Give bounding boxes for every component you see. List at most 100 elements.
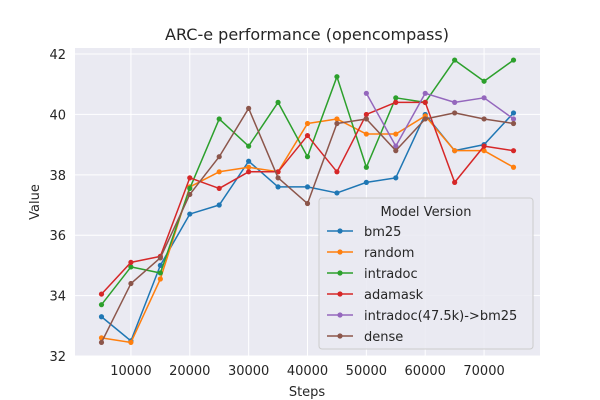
data-point — [422, 116, 428, 122]
data-point — [452, 99, 458, 105]
data-point — [98, 291, 105, 297]
x-tick-label: 30000 — [228, 364, 269, 379]
data-point — [393, 95, 399, 101]
data-point — [393, 99, 399, 105]
data-point — [334, 116, 340, 122]
data-point — [187, 191, 193, 198]
series-adamask — [98, 99, 517, 297]
x-axis: 10000 20000 30000 40000 50000 60000 70000 — [110, 364, 505, 379]
x-tick-label: 20000 — [169, 364, 210, 379]
data-point — [216, 169, 222, 175]
data-point — [157, 270, 163, 276]
legend-item-bm25: bm25 — [327, 225, 401, 240]
data-point — [452, 179, 458, 185]
legend-title: Model Version — [381, 205, 472, 220]
legend-label: adamask — [364, 288, 424, 303]
data-point — [128, 264, 134, 270]
data-point — [393, 175, 399, 181]
data-point — [363, 131, 369, 137]
data-point — [216, 202, 222, 208]
data-point — [363, 164, 369, 170]
data-point — [363, 111, 369, 118]
series-line-intradoc-47-5k-bm25 — [365, 92, 514, 147]
legend-items: bm25 random intradoc adamask intradoc(47.5k)… — [327, 225, 517, 345]
data-point — [510, 116, 517, 122]
data-point — [187, 185, 193, 192]
data-point — [363, 179, 369, 185]
y-axis-label: Value — [28, 184, 43, 220]
data-point — [481, 116, 487, 122]
x-tick-label: 70000 — [463, 364, 504, 379]
data-point — [187, 211, 193, 217]
chart-title: ARC-e performance (opencompass) — [165, 25, 449, 44]
data-point — [304, 184, 311, 190]
data-point — [157, 262, 163, 269]
data-point — [334, 190, 340, 196]
data-point — [452, 110, 458, 116]
legend: Model Version bm25 random intradoc adamask i… — [318, 197, 534, 350]
y-tick-label: 38 — [49, 169, 66, 184]
data-point — [304, 154, 311, 160]
legend-marker — [337, 333, 343, 339]
y-tick-label: 42 — [49, 48, 66, 63]
legend-item-adamask: adamask — [327, 288, 424, 303]
data-point — [363, 90, 369, 96]
legend-marker — [337, 228, 343, 234]
data-point — [393, 143, 399, 149]
x-tick-label: 60000 — [405, 364, 446, 379]
data-point — [422, 99, 428, 105]
legend-marker — [337, 291, 343, 297]
y-tick-label: 36 — [49, 229, 66, 244]
legend-marker — [337, 312, 343, 318]
data-point — [481, 148, 487, 154]
data-point — [304, 132, 311, 139]
data-point — [393, 131, 399, 137]
data-point — [334, 120, 340, 127]
y-axis: 32 34 36 38 40 42 — [49, 48, 66, 365]
data-point — [246, 164, 252, 170]
data-point — [128, 280, 134, 287]
legend-item-intradoc: intradoc — [327, 267, 418, 282]
data-point — [510, 148, 517, 154]
data-point — [157, 276, 163, 282]
data-point — [275, 99, 281, 105]
legend-box — [318, 197, 534, 350]
y-tick-label: 40 — [49, 108, 66, 123]
x-axis-label: Steps — [289, 385, 326, 400]
data-point — [481, 95, 487, 101]
data-point — [216, 185, 222, 192]
legend-label: bm25 — [364, 225, 401, 240]
x-tick-label: 40000 — [287, 364, 328, 379]
data-point — [481, 143, 487, 149]
y-tick-label: 34 — [49, 290, 66, 305]
data-point — [334, 74, 340, 80]
data-point — [304, 120, 311, 127]
x-tick-label: 10000 — [110, 364, 151, 379]
data-point — [187, 175, 193, 181]
legend-label: intradoc(47.5k)->bm25 — [364, 309, 517, 324]
data-point — [98, 314, 105, 320]
data-point — [334, 169, 340, 175]
data-point — [481, 78, 487, 84]
data-point — [98, 302, 105, 308]
y-tick-label: 32 — [49, 350, 66, 365]
legend-item-random: random — [327, 246, 414, 261]
data-point — [363, 116, 369, 122]
legend-item-intradoc-47-5k-bm25: intradoc(47.5k)->bm25 — [327, 309, 517, 324]
data-point — [246, 143, 252, 149]
legend-label: dense — [364, 330, 403, 345]
data-point — [246, 105, 252, 111]
data-point — [98, 339, 105, 346]
data-point — [275, 184, 281, 190]
legend-label: random — [364, 246, 414, 261]
data-point — [128, 339, 134, 346]
legend-item-dense: dense — [327, 330, 403, 345]
data-point — [246, 169, 252, 175]
series-random — [98, 113, 517, 346]
data-point — [422, 90, 428, 96]
legend-label: intradoc — [364, 267, 418, 282]
series-intradoc-47-5k-bm25 — [363, 90, 517, 149]
data-point — [452, 148, 458, 154]
data-point — [275, 175, 281, 181]
